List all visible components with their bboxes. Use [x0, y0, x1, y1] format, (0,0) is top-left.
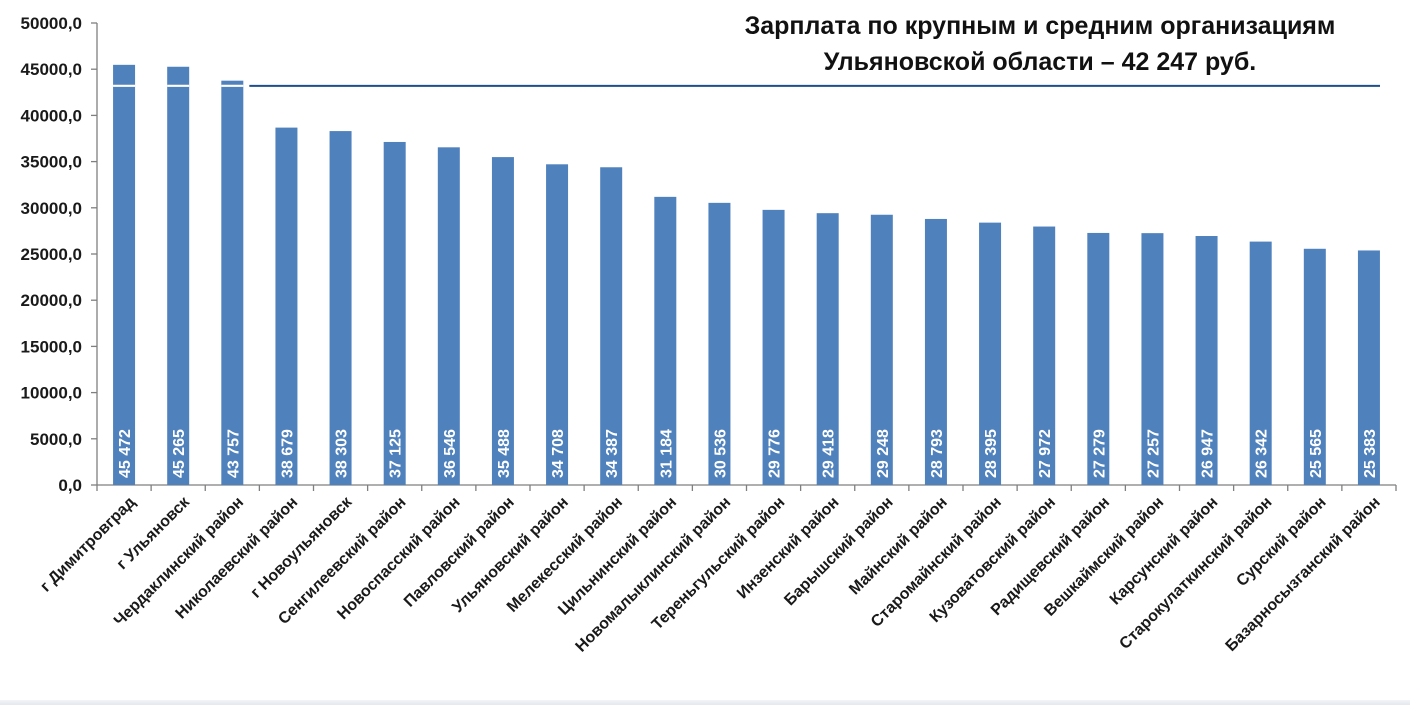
bar	[1195, 236, 1218, 485]
bar	[546, 164, 569, 485]
bar	[329, 131, 352, 486]
y-tick-label: 25000,0	[21, 245, 82, 264]
bar-value-label: 26 947	[1200, 429, 1217, 478]
bar-value-label: 29 248	[875, 429, 892, 478]
bar	[167, 66, 190, 485]
bar	[870, 214, 893, 485]
category-label: г Новоульяновск	[248, 493, 356, 601]
bar	[1303, 248, 1326, 485]
bar-value-label: 29 776	[767, 429, 784, 478]
bar-value-label: 38 679	[279, 429, 296, 478]
bar-value-label: 38 303	[334, 429, 351, 478]
bar	[1357, 250, 1380, 485]
bar	[1087, 232, 1110, 485]
bar	[437, 147, 460, 486]
category-label: Инзенский район	[734, 494, 842, 602]
y-tick-label: 45000,0	[21, 60, 82, 79]
category-label: Барышский район	[781, 494, 896, 609]
bar-value-label: 37 125	[388, 429, 405, 478]
bar-value-label: 34 387	[604, 429, 621, 478]
slide-bottom-strip	[0, 700, 1410, 705]
bar-value-label: 28 395	[983, 429, 1000, 478]
bar	[762, 209, 785, 486]
bar	[979, 222, 1002, 486]
bar-value-label: 27 279	[1091, 429, 1108, 478]
bar	[708, 202, 731, 486]
category-label: г Димитровград	[37, 494, 139, 596]
bar	[924, 218, 947, 485]
y-tick-label: 50000,0	[21, 14, 82, 33]
bar-value-label: 45 265	[171, 429, 188, 478]
bar	[816, 213, 839, 485]
chart-title-line-1: Зарплата по крупным и средним организаци…	[744, 12, 1336, 40]
bar-value-label: 34 708	[550, 429, 567, 478]
bar	[1249, 241, 1272, 485]
bar-value-label: 28 793	[929, 429, 946, 478]
bar-value-label: 30 536	[712, 429, 729, 478]
category-label: Карсунский район	[1107, 494, 1222, 609]
bar	[600, 167, 623, 486]
bar-value-label: 31 184	[658, 429, 675, 478]
chart-title: Зарплата по крупным и средним организаци…	[690, 8, 1390, 80]
bar	[1033, 226, 1056, 485]
bar	[654, 196, 677, 485]
bar-value-label: 27 257	[1145, 429, 1162, 478]
bar-value-label: 45 472	[117, 429, 134, 478]
y-tick-label: 5000,0	[30, 430, 82, 449]
bar-value-label: 29 418	[821, 429, 838, 478]
y-tick-label: 10000,0	[21, 384, 82, 403]
bar-value-label: 36 546	[442, 429, 459, 478]
bar-value-label: 25 383	[1362, 429, 1379, 478]
y-tick-label: 40000,0	[21, 106, 82, 125]
bar-value-label: 35 488	[496, 429, 513, 478]
bar-value-label: 43 757	[225, 429, 242, 478]
bar	[113, 64, 136, 486]
bar	[383, 141, 406, 485]
y-tick-label: 35000,0	[21, 153, 82, 172]
y-tick-label: 0,0	[58, 476, 82, 495]
bar-value-label: 25 565	[1308, 429, 1325, 478]
category-label: Майнский район	[846, 494, 951, 599]
bar	[221, 80, 244, 486]
y-tick-label: 20000,0	[21, 291, 82, 310]
bar-value-label: 26 342	[1254, 429, 1271, 478]
y-tick-label: 30000,0	[21, 199, 82, 218]
chart-title-line-2: Ульяновской области – 42 247 руб.	[823, 48, 1257, 76]
bar	[491, 157, 514, 485]
bar-value-label: 27 972	[1037, 429, 1054, 478]
bar	[1141, 233, 1164, 485]
bar	[275, 127, 298, 485]
y-tick-label: 15000,0	[21, 337, 82, 356]
